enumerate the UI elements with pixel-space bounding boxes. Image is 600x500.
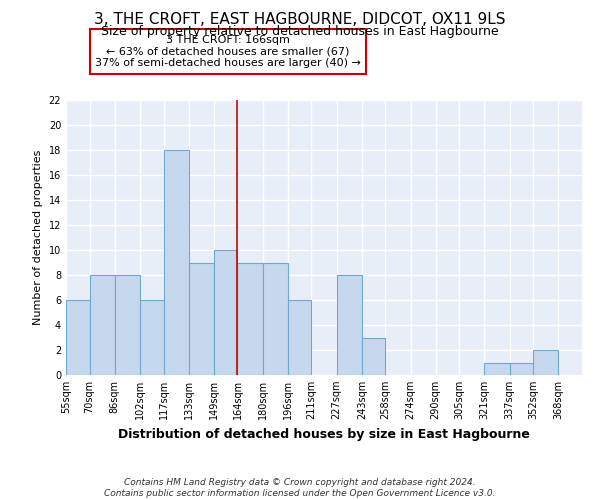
Bar — [115, 275, 140, 375]
X-axis label: Distribution of detached houses by size in East Hagbourne: Distribution of detached houses by size … — [118, 428, 530, 440]
Bar — [337, 275, 362, 375]
Bar — [89, 275, 115, 375]
Bar — [362, 338, 385, 375]
Bar — [164, 150, 189, 375]
Bar — [214, 250, 238, 375]
Bar — [238, 262, 263, 375]
Bar — [66, 300, 89, 375]
Bar — [263, 262, 288, 375]
Text: 3, THE CROFT, EAST HAGBOURNE, DIDCOT, OX11 9LS: 3, THE CROFT, EAST HAGBOURNE, DIDCOT, OX… — [94, 12, 506, 28]
Bar — [140, 300, 164, 375]
Bar — [288, 300, 311, 375]
Bar — [533, 350, 559, 375]
Bar — [509, 362, 533, 375]
Text: Contains HM Land Registry data © Crown copyright and database right 2024.
Contai: Contains HM Land Registry data © Crown c… — [104, 478, 496, 498]
Y-axis label: Number of detached properties: Number of detached properties — [33, 150, 43, 325]
Text: 3 THE CROFT: 166sqm
← 63% of detached houses are smaller (67)
37% of semi-detach: 3 THE CROFT: 166sqm ← 63% of detached ho… — [95, 35, 361, 68]
Bar — [189, 262, 214, 375]
Text: Size of property relative to detached houses in East Hagbourne: Size of property relative to detached ho… — [101, 25, 499, 38]
Bar — [484, 362, 509, 375]
